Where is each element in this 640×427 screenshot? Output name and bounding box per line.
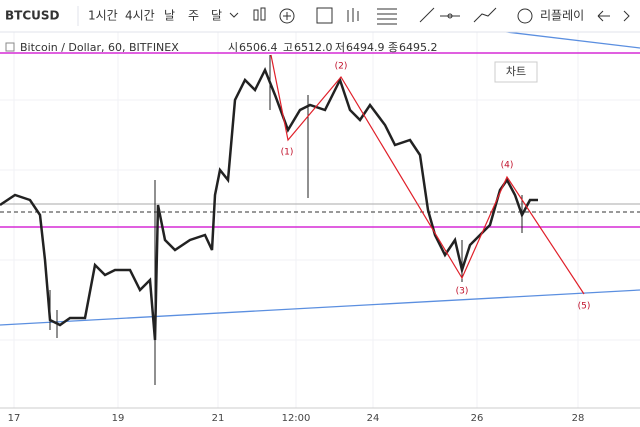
wave-label: (2) (335, 62, 348, 72)
elliott-wave (270, 54, 585, 295)
wave-label: (5) (578, 302, 591, 312)
interval[interactable]: 1시간 (88, 9, 118, 23)
legend-value: 6495.2 (399, 41, 438, 54)
legend-value: 6494.9 (346, 41, 385, 54)
trend-line (0, 289, 640, 326)
legend-label: 저 (335, 41, 345, 54)
legend-label: 고 (283, 41, 293, 54)
legend-label: 종 (388, 41, 398, 54)
legend-label: 시 (228, 41, 238, 54)
wave-label: (3) (456, 287, 469, 297)
symbol[interactable]: BTCUSD (5, 9, 60, 23)
wave-label: (1) (281, 148, 294, 158)
replay[interactable]: 리플레이 (540, 9, 584, 23)
price-series (0, 55, 538, 385)
legend-value: 6512.0 (294, 41, 333, 54)
x-tick-label: 21 (212, 413, 225, 424)
interval[interactable]: 4시간 (125, 9, 155, 23)
legend-title: Bitcoin / Dollar, 60, BITFINEX (20, 41, 179, 54)
x-tick-label: 12:00 (282, 413, 311, 424)
trend-line (489, 29, 640, 49)
dropdown-icon[interactable] (229, 12, 239, 18)
legend-value: 6506.4 (239, 41, 278, 54)
toolbar-bg (0, 0, 640, 32)
x-tick-label: 17 (8, 413, 21, 424)
legend-icon (5, 42, 15, 52)
x-tick-label: 24 (367, 413, 380, 424)
chart-button[interactable] (494, 61, 538, 83)
chart-button-label[interactable]: 차트 (506, 65, 526, 78)
interval[interactable]: 주 (188, 9, 199, 23)
x-tick-label: 26 (471, 413, 484, 424)
tool-icons[interactable] (253, 7, 630, 25)
x-tick-label: 28 (572, 413, 585, 424)
grid (0, 30, 640, 408)
wave-label: (4) (501, 161, 514, 171)
toolbar: BTCUSD 1시간 4시간 날 주 달 리플레이 (0, 0, 640, 33)
x-tick-label: 19 (112, 413, 125, 424)
interval[interactable]: 날 (164, 9, 175, 23)
legend: Bitcoin / Dollar, 60, BITFINEX 시 6506.4 … (5, 41, 438, 54)
interval[interactable]: 달 (211, 9, 222, 23)
